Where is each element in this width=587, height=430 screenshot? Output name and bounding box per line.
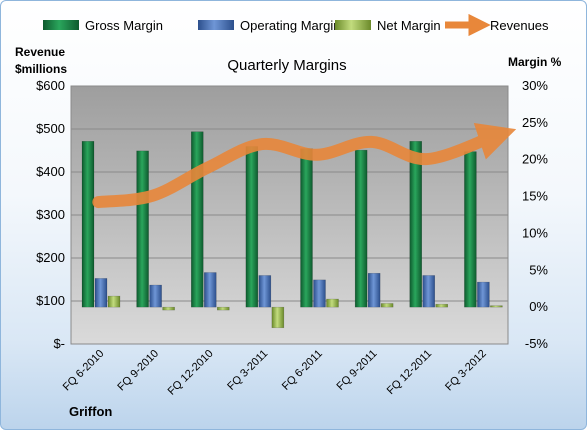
category-label: FQ 6-2011	[280, 348, 325, 393]
right-tick-label: 0%	[529, 299, 548, 314]
category-label: FQ 9-2010	[115, 348, 161, 394]
revenue-line-group	[92, 123, 517, 209]
category-label: FQ 9-2011	[334, 348, 379, 393]
legend-label-gross-margin: Gross Margin	[85, 18, 163, 33]
category-label: FQ 3-2012	[443, 348, 489, 394]
net-margin-bar	[326, 298, 339, 308]
operating-margin-bar	[258, 275, 272, 308]
gross-margin-bar	[354, 149, 368, 308]
net-margin-bar	[490, 305, 503, 308]
gross-margin-bar	[464, 151, 477, 308]
left-axis-title-line-2: $millions	[15, 62, 67, 76]
legend-label-net-margin: Net Margin	[377, 18, 441, 33]
left-tick-label: $300	[36, 207, 65, 222]
left-axis-title-line-1: Revenue	[15, 45, 65, 59]
legend-label-revenues: Revenues	[490, 18, 549, 33]
category-label: FQ 3-2011	[225, 348, 270, 393]
right-tick-label: -5%	[525, 336, 549, 351]
left-tick-label: $100	[36, 293, 65, 308]
left-tick-label: $-	[53, 336, 65, 351]
net-margin-bar	[162, 306, 175, 311]
left-tick-label: $600	[36, 78, 65, 93]
operating-margin-bar	[94, 278, 108, 308]
gross-margin-bar	[191, 131, 204, 308]
net-margin-bar	[107, 295, 121, 308]
legend-swatch-gross-margin	[43, 20, 79, 30]
operating-margin-bar	[313, 279, 326, 308]
net-margin-bar	[271, 306, 285, 329]
net-margin-bar	[435, 303, 448, 308]
company-label: Griffon	[69, 404, 112, 419]
chart-title: Quarterly Margins	[227, 57, 346, 74]
left-axis-ticks: $600 $500 $400 $300 $200 $100 $-	[36, 78, 65, 351]
category-labels: FQ 6-2010 FQ 9-2010 FQ 12-2010 FQ 3-2011 FQ …	[61, 348, 489, 398]
legend-swatch-net-margin	[335, 20, 371, 30]
right-tick-label: 30%	[522, 78, 548, 93]
operating-margin-bar	[367, 272, 381, 308]
revenues-line	[92, 123, 517, 209]
left-tick-label: $400	[36, 164, 65, 179]
gross-margin-bar	[300, 148, 313, 308]
left-tick-label: $500	[36, 121, 65, 136]
right-tick-label: 15%	[522, 189, 548, 204]
net-margin-bar	[217, 306, 230, 311]
category-label: FQ 6-2010	[61, 348, 107, 394]
category-label: FQ 12-2010	[166, 348, 216, 398]
right-axis-ticks: 30% 25% 20% 15% 10% 5% 0% -5%	[522, 78, 548, 351]
operating-margin-bar	[477, 281, 490, 308]
right-tick-label: 10%	[522, 225, 548, 240]
right-axis-title: Margin %	[508, 55, 562, 69]
gross-margin-bar	[245, 146, 259, 308]
category-label: FQ 12-2011	[385, 348, 434, 397]
right-tick-label: 5%	[529, 262, 548, 277]
operating-margin-bar	[149, 284, 162, 308]
gross-margin-bar	[81, 141, 95, 308]
legend-swatch-operating-margin	[198, 20, 234, 30]
gross-margin-bar	[136, 150, 149, 308]
gross-margin-bar	[409, 141, 422, 308]
net-margin-bar	[380, 303, 394, 308]
left-tick-label: $200	[36, 250, 65, 265]
bars	[81, 131, 503, 329]
operating-margin-bar	[422, 275, 435, 308]
operating-margin-bar	[204, 272, 217, 308]
legend: Gross Margin Operating Margin Net Margin…	[43, 13, 549, 37]
legend-label-operating-margin: Operating Margin	[240, 18, 340, 33]
right-tick-label: 20%	[522, 152, 548, 167]
right-tick-label: 25%	[522, 115, 548, 130]
